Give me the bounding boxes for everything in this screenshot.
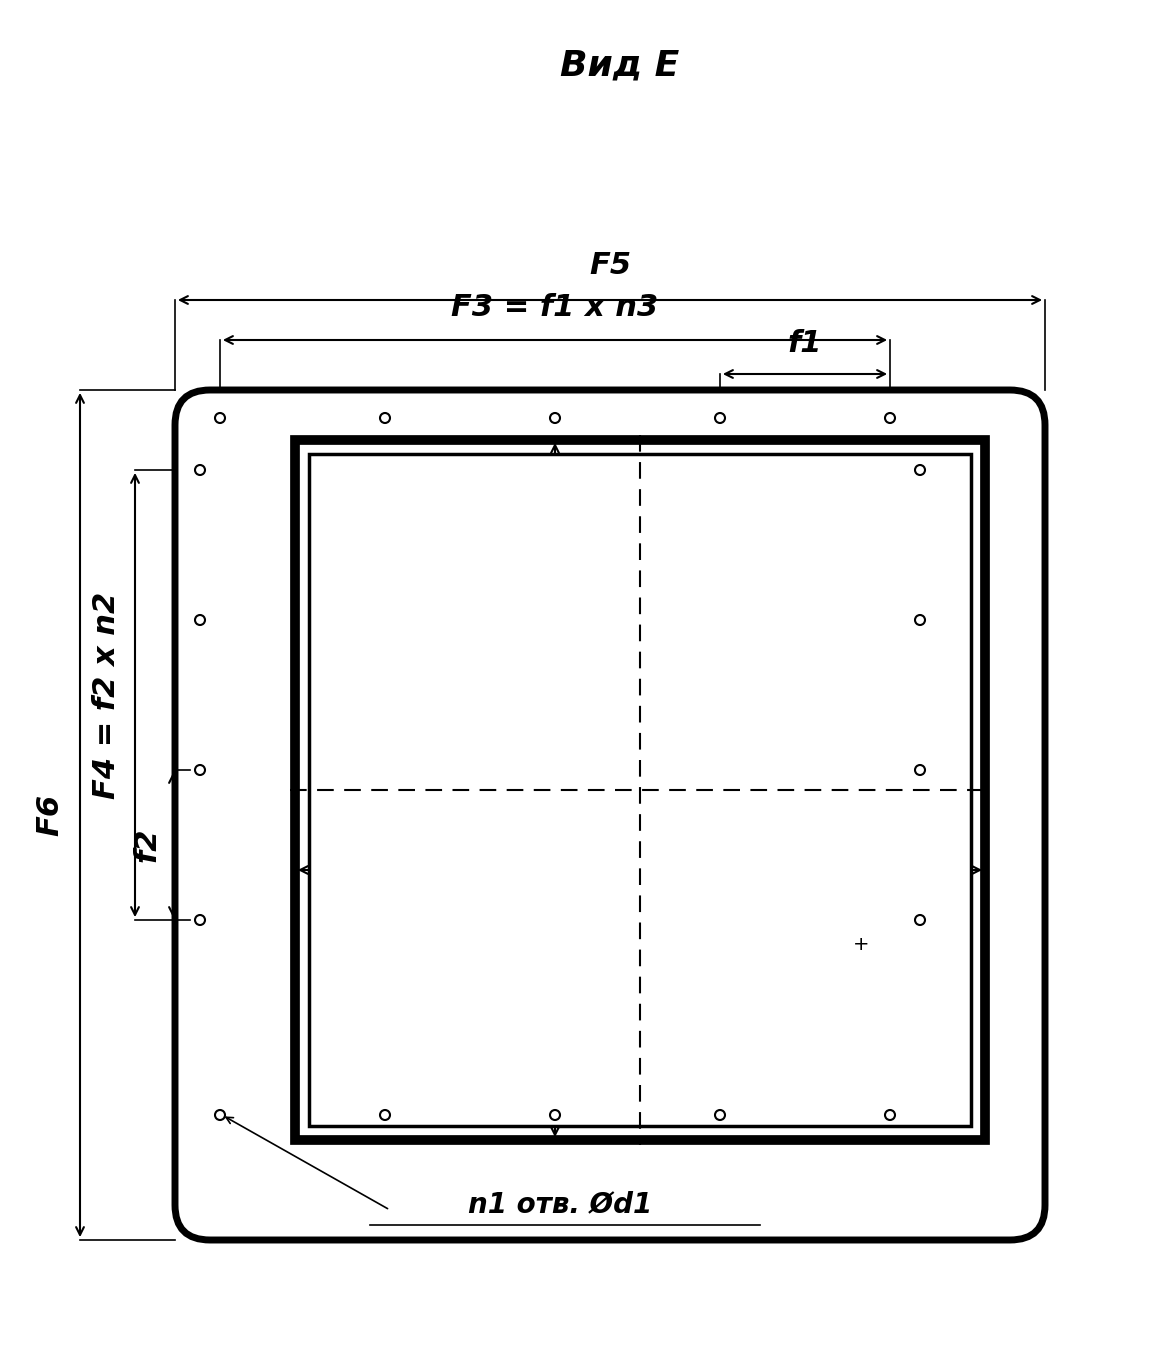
Text: F2: F2	[478, 775, 521, 805]
Text: Вид E: Вид E	[560, 47, 680, 83]
Bar	[296, 440, 986, 1140]
Text: F6: F6	[34, 794, 64, 836]
Text: f1: f1	[788, 329, 822, 358]
Text: F4 = f2 x n2: F4 = f2 x n2	[92, 591, 121, 798]
FancyBboxPatch shape	[175, 390, 1045, 1240]
Text: F1: F1	[699, 821, 741, 850]
Text: f2: f2	[132, 828, 161, 862]
Text: n1 отв. Ød1: n1 отв. Ød1	[468, 1190, 652, 1218]
Text: +: +	[852, 935, 869, 954]
Text: F3 = f1 x n3: F3 = f1 x n3	[451, 293, 659, 322]
Bar	[309, 454, 971, 1126]
Text: F5: F5	[589, 251, 631, 280]
